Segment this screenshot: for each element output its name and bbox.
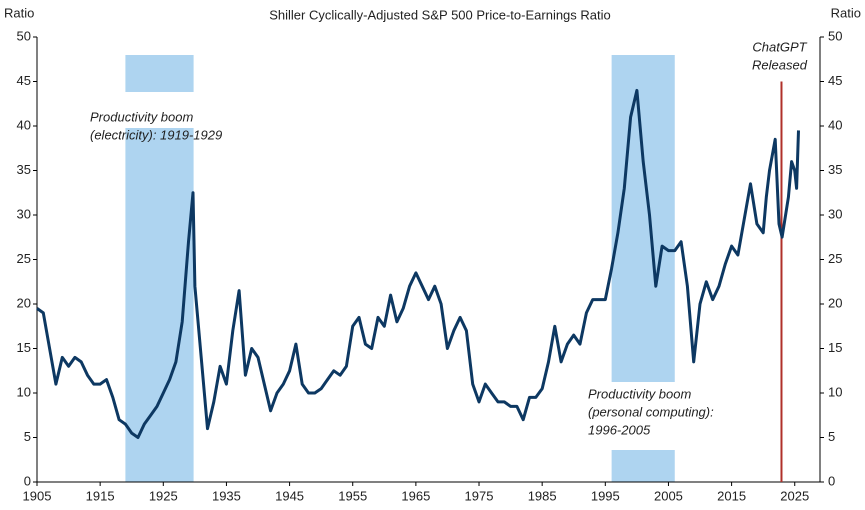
x-tick-label: 1935: [212, 488, 241, 503]
annotation: (electricity): 1919-1929: [90, 127, 222, 142]
annotation: Released: [752, 57, 808, 72]
x-tick-label: 1985: [528, 488, 557, 503]
y2-tick-label: 10: [828, 384, 842, 399]
annotation: Productivity boom: [588, 386, 691, 401]
y2-tick-label: 20: [828, 295, 842, 310]
x-tick-label: 1975: [465, 488, 494, 503]
x-tick-label: 1905: [23, 488, 52, 503]
x-tick-label: 2015: [717, 488, 746, 503]
y-tick-label: 20: [17, 295, 31, 310]
y-tick-label: 25: [17, 251, 31, 266]
x-tick-label: 1925: [149, 488, 178, 503]
y2-tick-label: 50: [828, 28, 842, 43]
data-line: [36, 88, 800, 439]
shaded-region: [125, 55, 194, 92]
annotation: ChatGPT: [752, 39, 807, 54]
chart-title: Shiller Cyclically-Adjusted S&P 500 Pric…: [269, 7, 611, 22]
x-tick-label: 1945: [275, 488, 304, 503]
y2-tick-label: 30: [828, 206, 842, 221]
annotation: 1996-2005: [588, 422, 651, 437]
y2-tick-label: 40: [828, 117, 842, 132]
y-tick-label: 0: [24, 473, 31, 488]
x-tick-label: 2005: [654, 488, 683, 503]
shaded-region: [611, 55, 675, 382]
x-tick-label: 1995: [591, 488, 620, 503]
y-tick-label: 5: [24, 429, 31, 444]
y2-tick-label: 15: [828, 340, 842, 355]
annotation: (personal computing):: [588, 404, 714, 419]
y-axis-label: Ratio: [4, 5, 34, 20]
x-tick-label: 2025: [780, 488, 809, 503]
shaded-region: [611, 450, 675, 482]
annotation: Productivity boom: [90, 109, 193, 124]
y2-tick-label: 25: [828, 251, 842, 266]
y2-axis-label: Ratio: [831, 5, 861, 20]
y-tick-label: 15: [17, 340, 31, 355]
y-tick-label: 45: [17, 73, 31, 88]
x-tick-label: 1915: [86, 488, 115, 503]
y-tick-label: 50: [17, 28, 31, 43]
y-tick-label: 40: [17, 117, 31, 132]
y2-tick-label: 45: [828, 73, 842, 88]
y-tick-label: 10: [17, 384, 31, 399]
y2-tick-label: 0: [828, 473, 835, 488]
y-tick-label: 35: [17, 162, 31, 177]
x-tick-label: 1965: [401, 488, 430, 503]
y2-tick-label: 35: [828, 162, 842, 177]
x-tick-label: 1955: [338, 488, 367, 503]
y-tick-label: 30: [17, 206, 31, 221]
y2-tick-label: 5: [828, 429, 835, 444]
